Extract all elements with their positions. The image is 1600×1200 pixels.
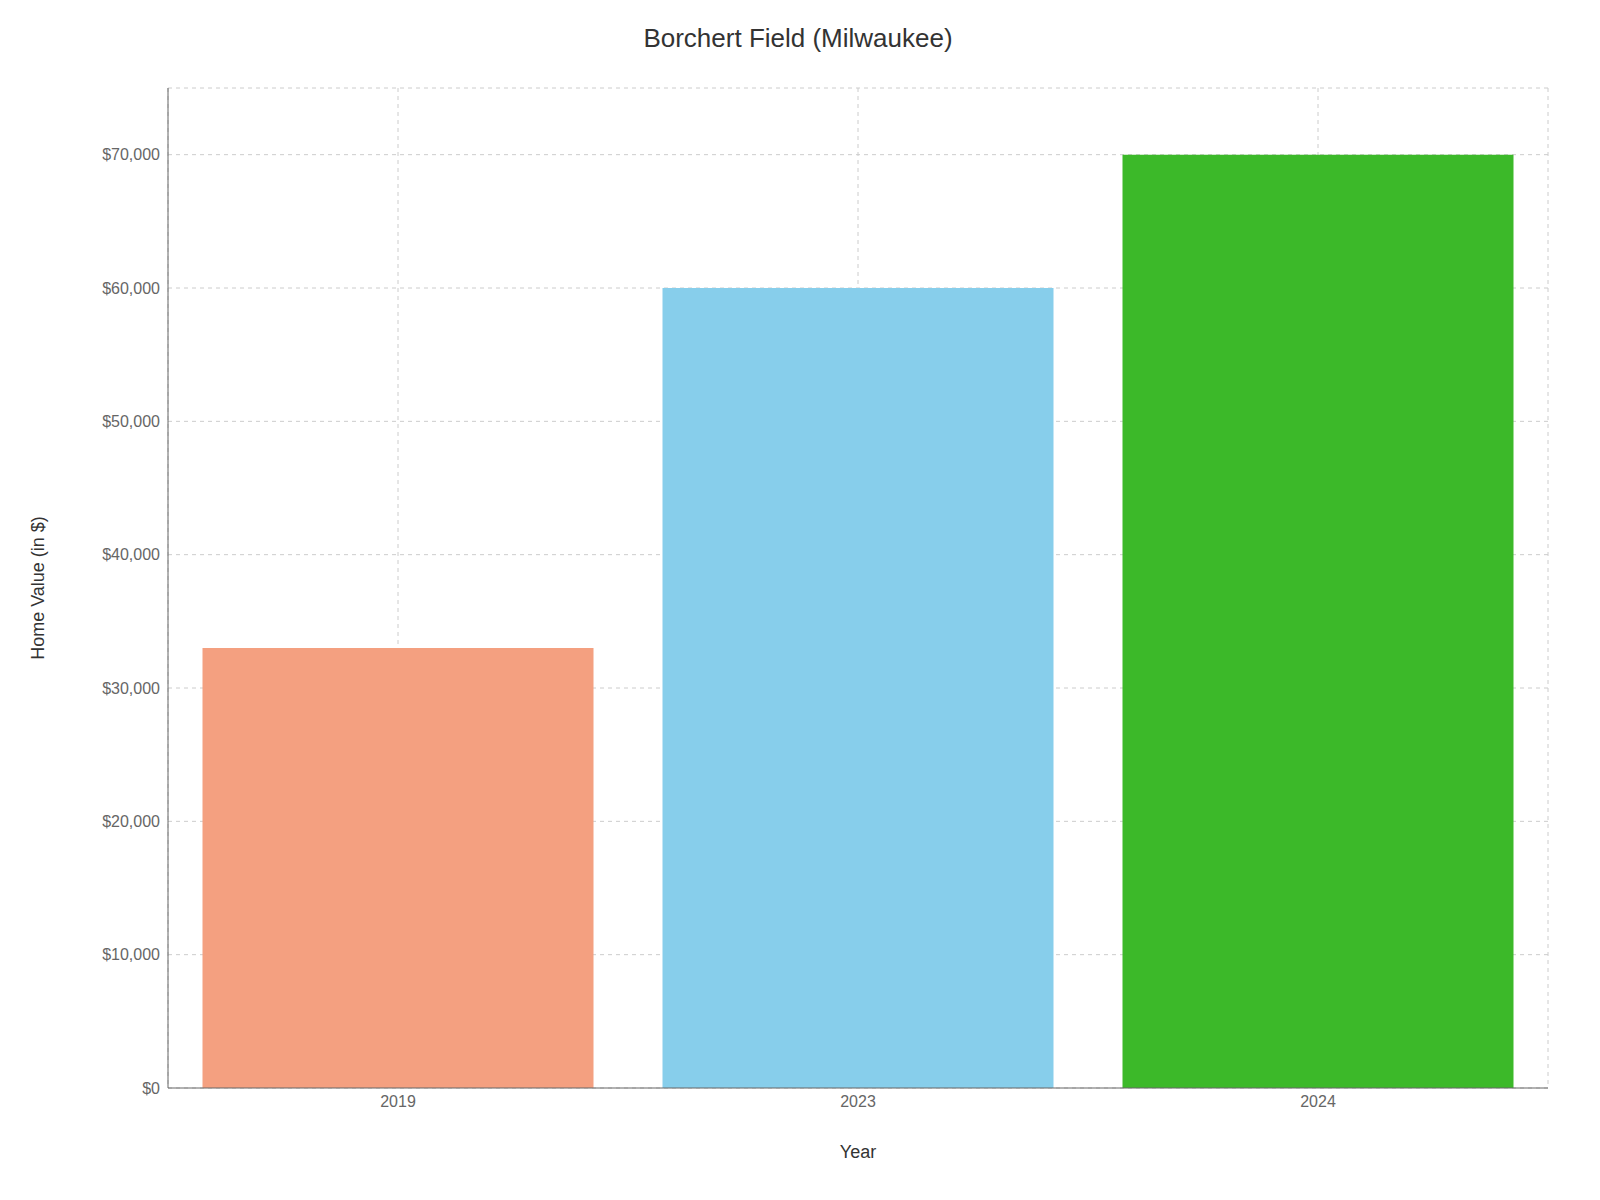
svg-text:Home Value (in $): Home Value (in $) — [28, 516, 48, 660]
svg-text:$70,000: $70,000 — [102, 146, 160, 163]
svg-text:$50,000: $50,000 — [102, 413, 160, 430]
html-text:Borchert Field (Milwaukee): Borchert Field (Milwaukee) — [643, 23, 953, 53]
svg-text:$30,000: $30,000 — [102, 680, 160, 697]
svg-text:2019: 2019 — [380, 1093, 416, 1110]
svg-text:$20,000: $20,000 — [102, 813, 160, 830]
svg-text:$0: $0 — [142, 1080, 160, 1097]
svg-text:$40,000: $40,000 — [102, 546, 160, 563]
svg-text:Year: Year — [840, 1142, 876, 1162]
svg-text:2023: 2023 — [840, 1093, 876, 1110]
svg-text:2024: 2024 — [1300, 1093, 1336, 1110]
svg-text:$60,000: $60,000 — [102, 280, 160, 297]
svg-text:$10,000: $10,000 — [102, 946, 160, 963]
